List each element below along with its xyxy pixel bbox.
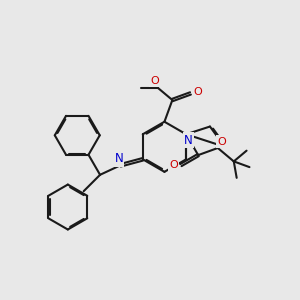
Text: N: N bbox=[184, 134, 193, 146]
Text: O: O bbox=[151, 76, 159, 85]
Text: O: O bbox=[169, 160, 178, 170]
Text: O: O bbox=[193, 87, 202, 97]
Text: N: N bbox=[114, 152, 123, 165]
Text: O: O bbox=[217, 136, 226, 147]
